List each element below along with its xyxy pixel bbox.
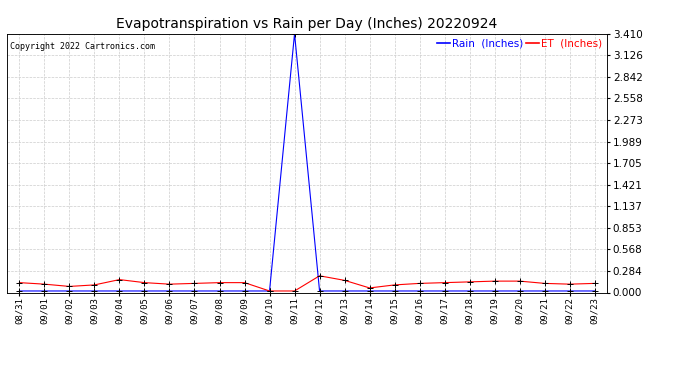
- Title: Evapotranspiration vs Rain per Day (Inches) 20220924: Evapotranspiration vs Rain per Day (Inch…: [117, 17, 497, 31]
- Text: Copyright 2022 Cartronics.com: Copyright 2022 Cartronics.com: [10, 42, 155, 51]
- Legend: Rain  (Inches), ET  (Inches): Rain (Inches), ET (Inches): [437, 39, 602, 49]
